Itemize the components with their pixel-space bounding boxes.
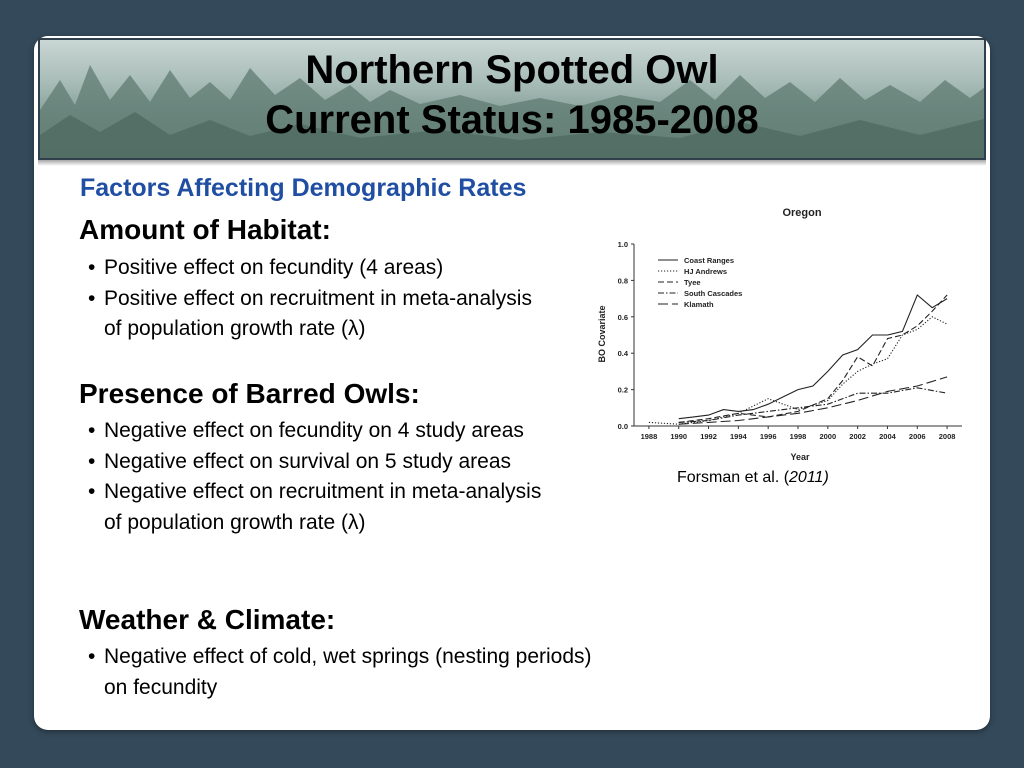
bullet-icon: • <box>88 449 96 473</box>
legend-label: South Cascades <box>684 289 742 298</box>
y-tick-label: 0.4 <box>618 349 629 358</box>
bullet-text: Negative effect on survival on 5 study a… <box>104 449 512 473</box>
bullet-icon: • <box>88 645 96 668</box>
bullet-text: Negative effect on fecundity on 4 study … <box>104 419 524 442</box>
x-tick-label: 1988 <box>641 432 658 441</box>
citation-year: 2011) <box>789 469 829 486</box>
y-axis-label: BO Covariate <box>597 305 607 362</box>
bullet-text: Negative effect of cold, wet springs (ne… <box>104 645 592 699</box>
section-heading-barred-owls: Presence of Barred Owls: <box>79 378 420 409</box>
title-line-2: Current Status: 1985-2008 <box>265 98 759 142</box>
citation-text: Forsman et al. ( <box>677 469 790 486</box>
y-tick-label: 0.2 <box>618 386 628 395</box>
bullet-icon: • <box>88 480 96 503</box>
legend-label: Klamath <box>684 300 714 309</box>
bullet-item: • Negative effect on recruitment in meta-… <box>88 477 554 538</box>
y-tick-label: 0.0 <box>618 422 628 431</box>
bullet-icon: • <box>88 419 96 442</box>
x-tick-label: 2000 <box>819 432 836 441</box>
chart-legend: Coast Ranges HJ Andrews Tyee South Cascades… <box>658 256 742 309</box>
legend-label: Tyee <box>684 278 701 287</box>
bullet-item: • Positive effect on fecundity (4 areas) <box>88 253 608 284</box>
bullet-icon: • <box>88 256 96 279</box>
series-line-south-cascades <box>678 387 948 423</box>
y-tick-label: 0.6 <box>618 313 628 322</box>
bullet-item: • Positive effect on recruitment in meta-… <box>88 284 534 345</box>
section-heading-habitat: Amount of Habitat: <box>79 214 331 245</box>
citation: Forsman et al. (2011) <box>677 469 829 487</box>
series-line-coast-ranges <box>678 294 948 420</box>
bullet-list-barred-owls: • Negative effect on fecundity on 4 study… <box>88 416 608 538</box>
bullet-list-weather: • Negative effect of cold, wet springs (n… <box>88 642 608 703</box>
legend-label: HJ Andrews <box>684 267 727 276</box>
banner-shadow <box>38 160 986 166</box>
x-tick-label: 1990 <box>670 432 687 441</box>
x-tick-label: 1994 <box>730 432 748 441</box>
slide-subtitle: Factors Affecting Demographic Rates <box>80 174 527 202</box>
bullet-item: • Negative effect on fecundity on 4 study… <box>88 416 564 447</box>
series-line-tyee <box>678 294 948 423</box>
bullet-icon: • <box>88 286 96 310</box>
title-banner: Northern Spotted Owl Current Status: 198… <box>38 38 986 160</box>
y-tick-label: 0.8 <box>618 276 628 285</box>
x-tick-label: 1992 <box>700 432 717 441</box>
slide-title: Northern Spotted Owl Current Status: 198… <box>40 45 984 145</box>
bullet-text: Negative effect on recruitment in meta-a… <box>104 480 542 534</box>
title-line-1: Northern Spotted Owl <box>305 48 719 92</box>
chart-axes: 0.0 0.2 0.4 0.6 0.8 1.0 1988 1990 1992 1994 1996 19… <box>618 240 962 441</box>
series-line-hj-andrews <box>648 316 948 425</box>
bullet-text: Positive effect on fecundity (4 areas) <box>104 256 444 279</box>
bullet-list-habitat: • Positive effect on fecundity (4 areas) … <box>88 253 608 345</box>
chart-title: Oregon <box>782 207 821 219</box>
x-tick-label: 2004 <box>879 432 897 441</box>
series-line-klamath <box>678 376 948 425</box>
bullet-item: • Negative effect on survival on 5 study … <box>88 447 608 478</box>
bullet-text: Positive effect on recruitment in meta-a… <box>104 286 532 341</box>
x-tick-label: 2002 <box>849 432 866 441</box>
legend-label: Coast Ranges <box>684 256 734 265</box>
forest-background-image <box>40 65 984 158</box>
bullet-item: • Negative effect of cold, wet springs (n… <box>88 642 614 703</box>
oregon-bo-covariate-chart: Oregon 0.0 0.2 0.4 0.6 0.8 1.0 1988 1990 1992 199… <box>597 207 962 462</box>
x-tick-label: 1998 <box>790 432 807 441</box>
x-tick-label: 2006 <box>909 432 926 441</box>
x-axis-label: Year <box>790 452 810 462</box>
x-tick-label: 1996 <box>760 432 777 441</box>
y-tick-label: 1.0 <box>618 240 628 249</box>
x-tick-label: 2008 <box>939 432 956 441</box>
chart-series <box>648 294 948 425</box>
section-heading-weather: Weather & Climate: <box>79 604 336 635</box>
